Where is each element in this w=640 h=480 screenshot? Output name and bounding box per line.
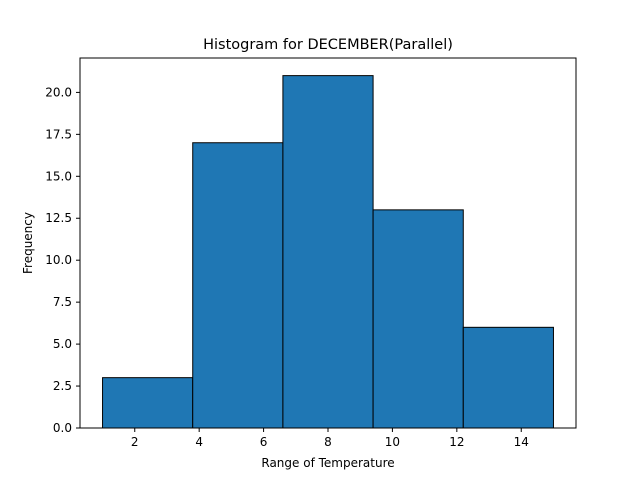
y-tick-label: 7.5 xyxy=(53,295,72,309)
y-tick-label: 20.0 xyxy=(45,85,72,99)
histogram-bar-2 xyxy=(192,142,284,429)
y-tick-label: 2.5 xyxy=(53,379,72,393)
x-tick-label: 2 xyxy=(131,435,139,449)
histogram-bar-5 xyxy=(462,326,554,429)
y-axis-label: Frequency xyxy=(21,212,35,274)
y-tick-label: 10.0 xyxy=(45,253,72,267)
x-tick-label: 10 xyxy=(385,435,400,449)
x-tick-label: 8 xyxy=(324,435,332,449)
y-tick-label: 12.5 xyxy=(45,211,72,225)
chart-title: Histogram for DECEMBER(Parallel) xyxy=(203,37,453,53)
x-axis-ticks: 2 4 6 8 10 12 14 xyxy=(131,428,529,449)
x-tick-label: 4 xyxy=(195,435,203,449)
y-tick-label: 15.0 xyxy=(45,169,72,183)
histogram-bar-4 xyxy=(372,209,464,429)
y-axis-ticks: 0.0 2.5 5.0 7.5 10.0 12.5 15.0 17.5 20.0 xyxy=(45,85,80,435)
y-tick-label: 17.5 xyxy=(45,127,72,141)
x-tick-label: 6 xyxy=(260,435,268,449)
histogram-bar-3 xyxy=(282,75,374,429)
histogram-bar-1 xyxy=(102,377,194,429)
x-tick-label: 14 xyxy=(514,435,529,449)
y-tick-label: 0.0 xyxy=(53,421,72,435)
x-axis-label: Range of Temperature xyxy=(261,456,394,470)
x-tick-label: 12 xyxy=(449,435,464,449)
y-tick-label: 5.0 xyxy=(53,337,72,351)
histogram-bars xyxy=(102,75,554,429)
